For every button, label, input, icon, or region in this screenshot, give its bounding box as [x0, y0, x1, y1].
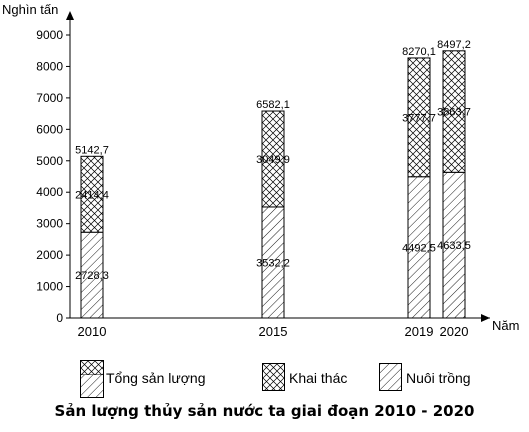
y-tick-label: 5000 — [36, 154, 63, 168]
x-tick-label: 2015 — [259, 324, 288, 339]
x-tick-label: 2019 — [405, 324, 434, 339]
data-label-nuoi-trong: 4492,5 — [402, 242, 436, 254]
stacked-bar-chart: 0 1000 2000 3000 4000 5000 6000 7000 8000 9000 Ngh… — [2, 2, 519, 339]
data-label-khai-thac: 3777,7 — [402, 112, 436, 124]
data-label-nuoi-trong: 4633,5 — [437, 240, 471, 252]
data-label-nuoi-trong: 2728,3 — [75, 270, 109, 282]
legend-label-nuoi-trong: Nuôi trồng — [406, 370, 471, 386]
bar-segment-khai-thac — [261, 110, 285, 208]
data-labels: 2728,3 2414,4 5142,7 3532,2 3049,9 6582,1 4492… — [75, 39, 471, 282]
y-tick-label: 3000 — [36, 217, 63, 231]
y-tick-label: 9000 — [36, 28, 63, 42]
y-axis-arrow — [66, 11, 74, 20]
chart-title: Sản lượng thủy sản nước ta giai đoạn 201… — [54, 402, 475, 420]
legend-label-khai-thac: Khai thác — [289, 370, 348, 386]
x-tick-label: 2010 — [78, 324, 107, 339]
legend-label-total: Tổng sản lượng — [106, 370, 206, 386]
y-tick-label: 8000 — [36, 59, 63, 73]
legend-swatch-nuoi-trong — [379, 363, 402, 391]
y-tick-label: 6000 — [36, 122, 63, 136]
bars — [80, 50, 466, 319]
data-label-khai-thac: 3863,7 — [437, 107, 471, 119]
axes: 0 1000 2000 3000 4000 5000 6000 7000 8000 9000 Ngh… — [2, 2, 519, 339]
y-axis-title: Nghìn tấn — [2, 2, 58, 17]
data-label-total: 8270,1 — [402, 46, 436, 58]
data-label-total: 8497,2 — [437, 39, 471, 51]
x-axis-title: Năm — [492, 318, 519, 333]
y-tick-label: 4000 — [36, 185, 63, 199]
legend-swatch-total — [80, 360, 104, 398]
legend: Tổng sản lượng Khai thác Nuôi trồng — [0, 360, 529, 400]
y-tick-label: 2000 — [36, 248, 63, 262]
data-label-nuoi-trong: 3532,2 — [256, 257, 290, 269]
bar-segment-khai-thac — [442, 50, 466, 173]
legend-swatch-khai-thac — [262, 363, 285, 391]
data-label-khai-thac: 2414,4 — [75, 189, 109, 201]
data-label-total: 5142,7 — [75, 144, 109, 156]
bar-segment-khai-thac — [407, 57, 431, 178]
y-tick-label: 0 — [56, 311, 63, 325]
y-tick-label: 7000 — [36, 91, 63, 105]
data-label-khai-thac: 3049,9 — [256, 154, 290, 166]
x-tick-label: 2020 — [440, 324, 469, 339]
bar-segment-khai-thac — [80, 155, 104, 233]
y-tick-label: 1000 — [36, 280, 63, 294]
x-axis-arrow — [481, 314, 490, 322]
data-label-total: 6582,1 — [256, 99, 290, 111]
